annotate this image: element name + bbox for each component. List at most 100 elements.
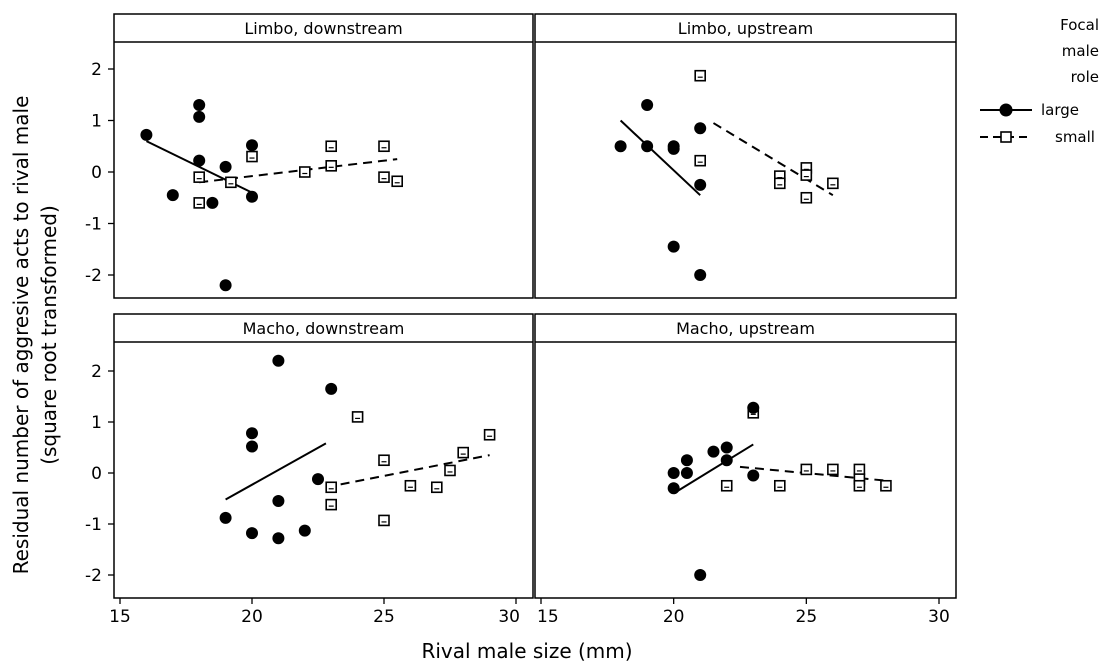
large-point xyxy=(219,511,232,524)
small-point xyxy=(483,428,496,441)
x-tick-label: 30 xyxy=(498,607,520,627)
legend-small-label: small xyxy=(1055,128,1095,146)
small-point xyxy=(773,177,786,190)
legend-small-marker xyxy=(1000,131,1012,143)
plot-area xyxy=(140,99,404,292)
large-point xyxy=(747,401,760,414)
small-point xyxy=(325,160,338,172)
small-point xyxy=(457,446,470,459)
small-point xyxy=(773,479,786,492)
small-point xyxy=(853,463,866,476)
panel-title: Limbo, upstream xyxy=(678,19,813,38)
small-point xyxy=(193,197,205,209)
large-point xyxy=(219,279,232,292)
large-point xyxy=(325,382,338,395)
x-tick-label: 25 xyxy=(373,607,395,627)
large-point xyxy=(667,467,680,479)
large-point xyxy=(667,482,680,495)
large-point xyxy=(641,99,654,112)
large-point xyxy=(193,154,206,167)
small-point xyxy=(880,479,892,492)
panel-4: Macho, upstream 15 20 25 30 xyxy=(534,313,957,627)
small-point xyxy=(800,191,813,204)
x-tick-label: 15 xyxy=(109,607,131,627)
legend: Focal male role large small xyxy=(980,16,1099,146)
x-tick-label: 30 xyxy=(928,607,950,627)
large-point xyxy=(747,469,760,482)
panel-frame xyxy=(113,13,534,299)
panel-title: Macho, downstream xyxy=(243,319,405,338)
y-tick-label: -1 xyxy=(85,215,102,235)
large-point xyxy=(667,142,680,155)
small-point xyxy=(444,464,456,477)
y-tick-label: 0 xyxy=(91,464,102,484)
large-point xyxy=(272,354,285,367)
large-point xyxy=(193,99,206,112)
large-point xyxy=(246,427,258,440)
large-point xyxy=(246,440,258,453)
large-point xyxy=(193,110,206,123)
x-axis-title: Rival male size (mm) xyxy=(421,639,632,663)
y-axis-title-line2: (square root transformed) xyxy=(37,205,61,465)
panel-title: Limbo, downstream xyxy=(244,19,402,38)
legend-title-line2: male xyxy=(1062,42,1099,60)
small-point xyxy=(246,150,258,163)
y-tick-label: 1 xyxy=(91,112,102,132)
y-axis-title-line1: Residual number of aggresive acts to riv… xyxy=(9,96,33,575)
large-fit-line xyxy=(673,443,754,495)
legend-large-marker xyxy=(999,103,1013,117)
large-point xyxy=(312,473,324,486)
large-point xyxy=(272,532,285,545)
large-point xyxy=(720,441,733,454)
y-tick-label: -2 xyxy=(85,266,102,286)
x-tick-label: 20 xyxy=(241,607,263,627)
x-tick-label: 20 xyxy=(663,607,685,627)
small-point xyxy=(325,140,338,153)
panel-3: Macho, downstream -2 -1 0 1 2 15 20 25 30 xyxy=(85,313,534,627)
large-point xyxy=(298,524,311,537)
small-point xyxy=(694,154,707,167)
large-point xyxy=(641,140,654,153)
large-point xyxy=(206,196,219,209)
small-point xyxy=(351,411,364,423)
small-point xyxy=(225,176,237,189)
large-point xyxy=(246,190,258,203)
large-point xyxy=(680,454,693,467)
small-point xyxy=(378,514,390,527)
x-tick-label: 25 xyxy=(796,607,818,627)
large-point xyxy=(246,139,258,152)
large-fit-line xyxy=(619,119,701,196)
large-point xyxy=(272,495,285,508)
small-point xyxy=(827,177,839,190)
panel-1: Limbo, downstream -2 -1 0 1 2 xyxy=(85,13,534,299)
panel-title: Macho, upstream xyxy=(676,319,815,338)
y-tick-label: -1 xyxy=(85,515,102,535)
large-point xyxy=(219,160,232,173)
large-point xyxy=(707,445,720,458)
small-point xyxy=(378,171,390,183)
small-point xyxy=(378,140,390,153)
large-point xyxy=(166,189,179,202)
y-tick-label: -2 xyxy=(85,566,102,586)
small-point xyxy=(391,175,404,188)
large-point xyxy=(694,122,707,135)
small-point xyxy=(720,479,733,492)
small-point xyxy=(800,463,813,476)
large-fit-line xyxy=(225,442,327,501)
small-point xyxy=(325,481,338,494)
small-point xyxy=(298,166,311,178)
large-point xyxy=(694,569,707,581)
panel-frame xyxy=(113,313,534,599)
large-point xyxy=(694,178,707,191)
panel-2: Limbo, upstream xyxy=(534,13,957,299)
small-point xyxy=(694,69,707,82)
small-point xyxy=(827,463,839,476)
panel-frame xyxy=(534,13,957,299)
small-point xyxy=(193,171,205,183)
small-point xyxy=(378,454,390,467)
panel-frame xyxy=(534,313,957,599)
small-point xyxy=(430,481,443,494)
plot-area xyxy=(614,69,839,281)
plot-area xyxy=(667,401,892,581)
